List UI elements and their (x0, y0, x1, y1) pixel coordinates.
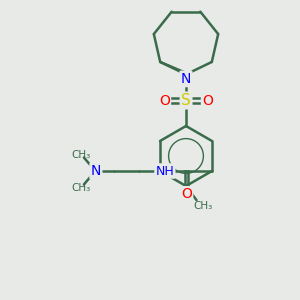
Text: N: N (91, 164, 101, 178)
Text: S: S (181, 93, 191, 108)
Text: O: O (181, 188, 192, 201)
Text: CH₃: CH₃ (193, 201, 212, 211)
Text: O: O (202, 94, 213, 107)
Text: CH₃: CH₃ (71, 149, 91, 160)
Text: O: O (159, 94, 170, 107)
Text: NH: NH (155, 164, 174, 178)
Text: N: N (181, 72, 191, 86)
Text: CH₃: CH₃ (71, 182, 91, 193)
